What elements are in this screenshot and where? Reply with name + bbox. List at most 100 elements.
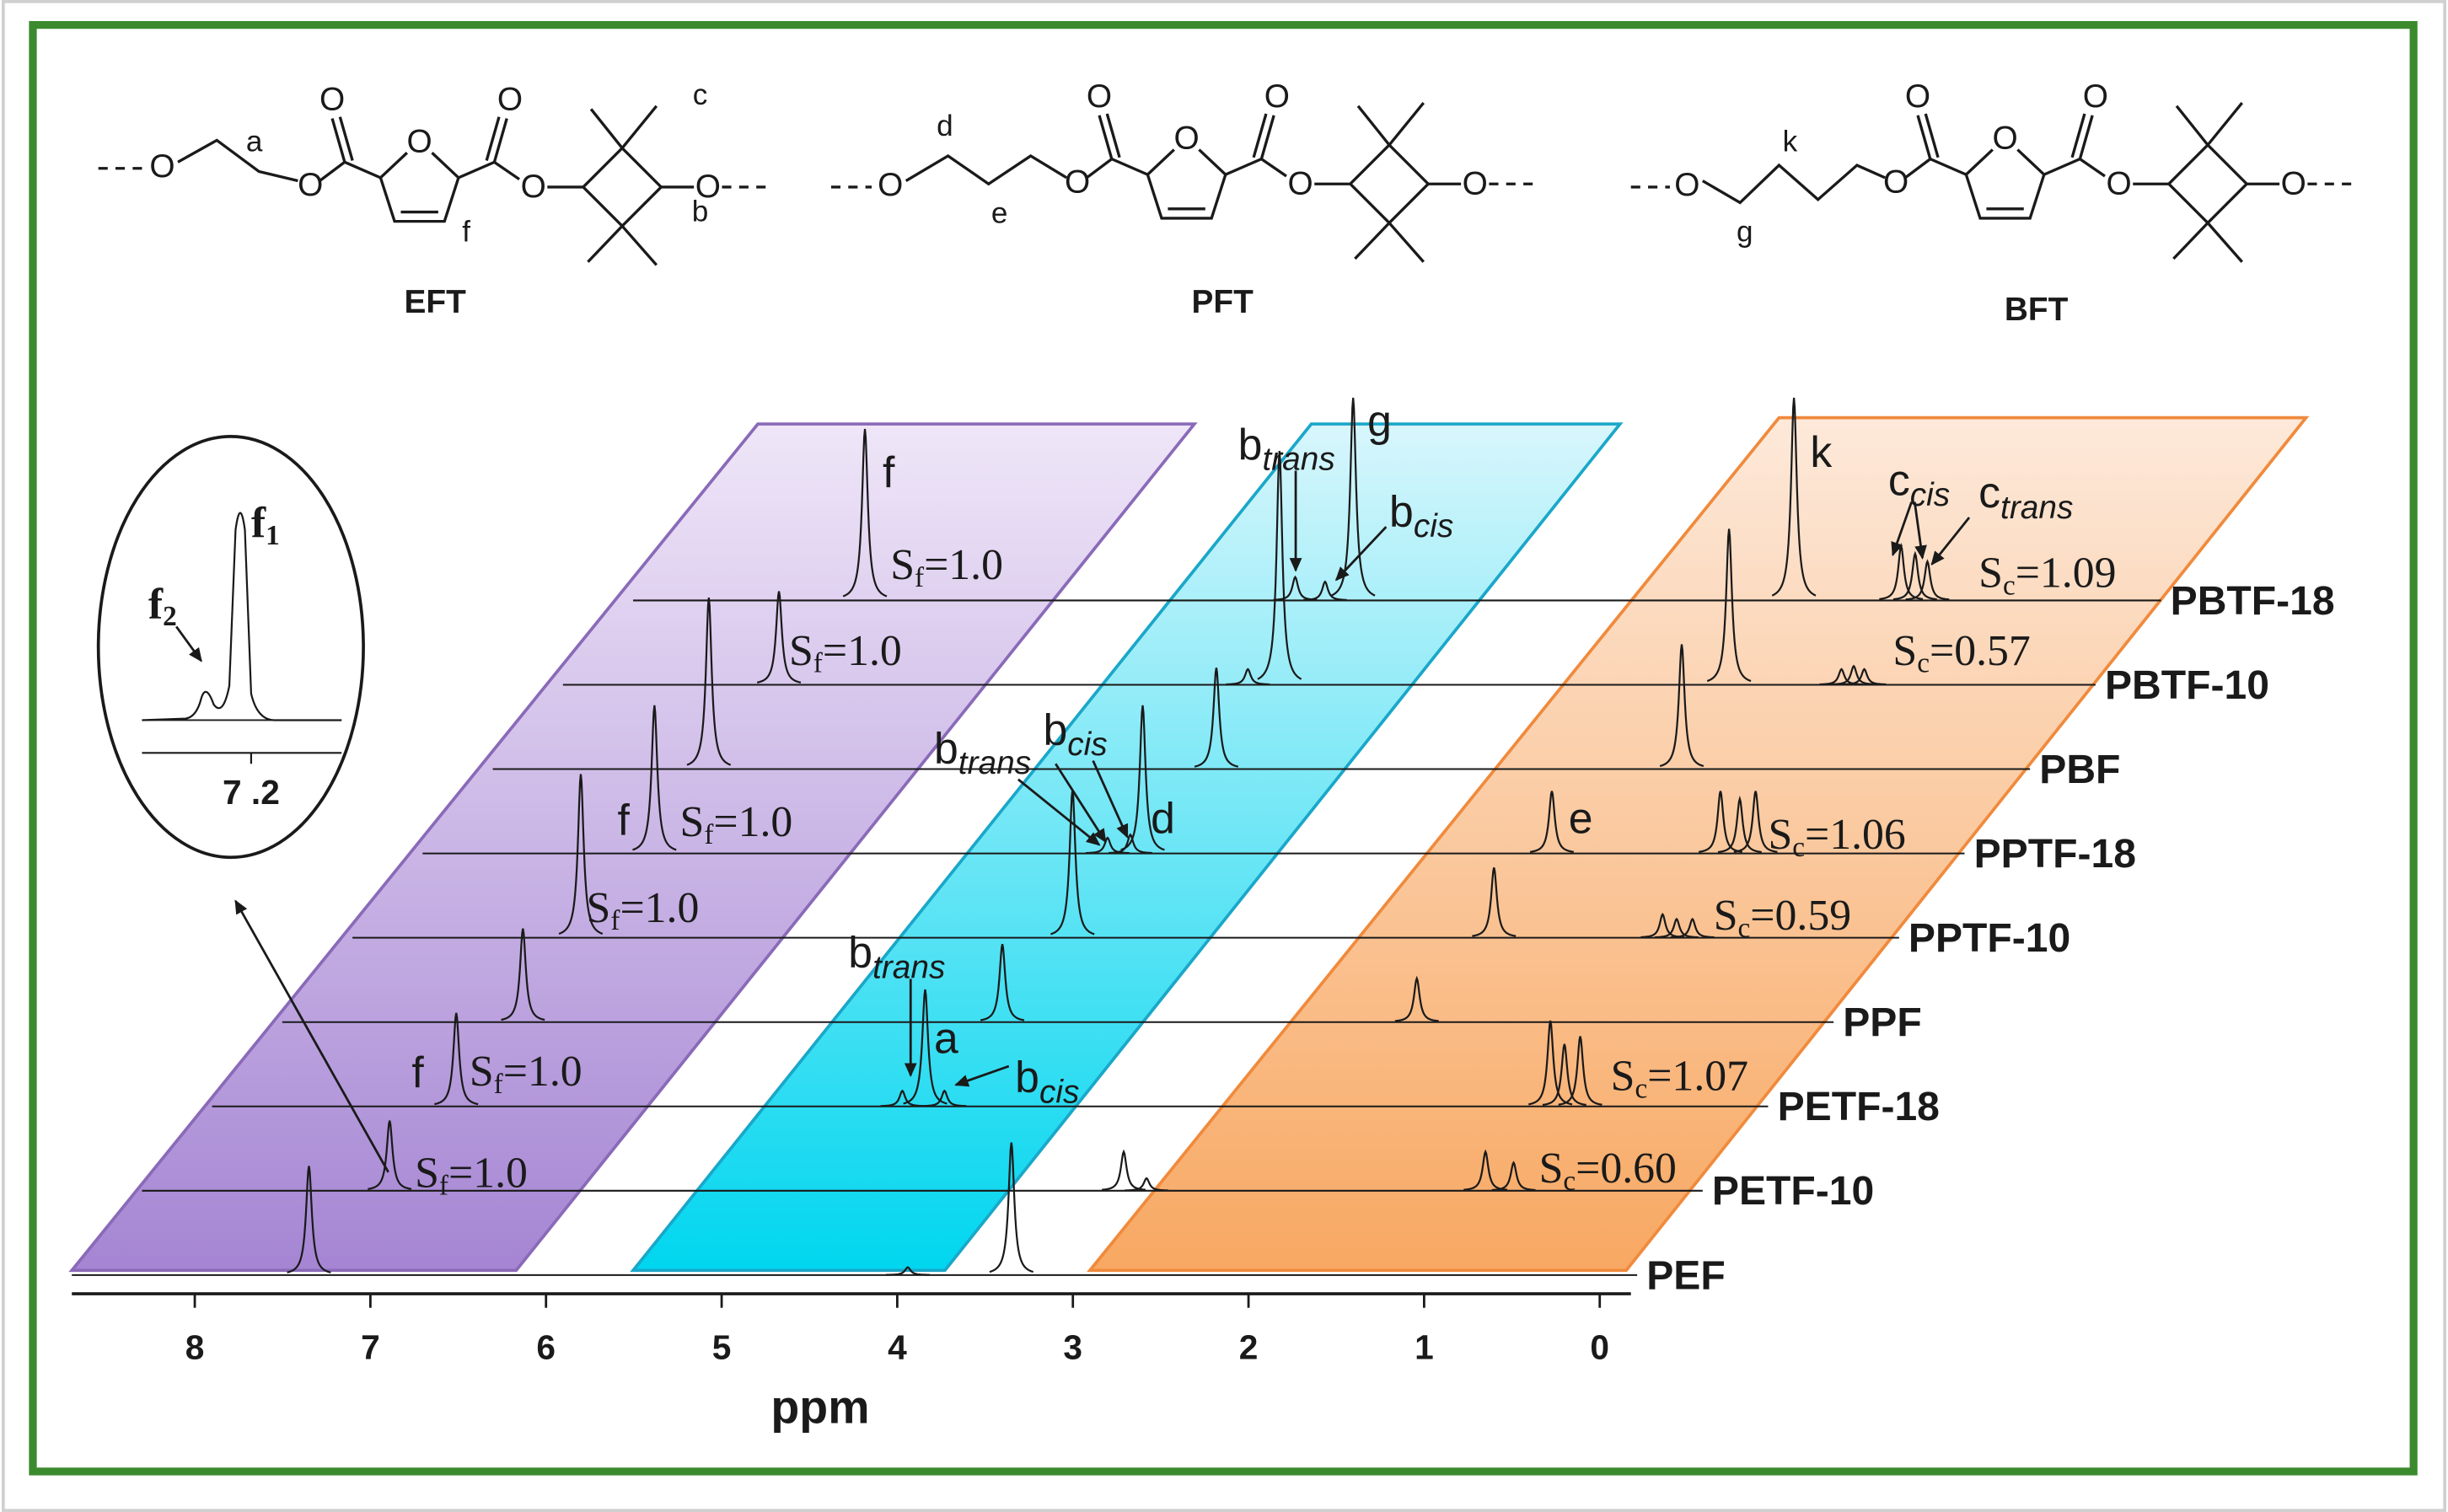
bond (1964, 148, 2046, 220)
annotation: btrans (1238, 419, 1335, 477)
peak (1670, 917, 1715, 939)
inset-label-text: f (148, 580, 164, 628)
annotation-text: S (680, 798, 705, 846)
bond (485, 116, 501, 161)
atom-o: O (319, 81, 345, 117)
annotation-text: S (1892, 627, 1917, 675)
annotation: Sc=1.07 (1611, 1053, 1748, 1105)
inset-label-sub: 2 (163, 601, 177, 632)
annotation-text: S (1611, 1053, 1635, 1101)
atom-o: O (1288, 165, 1313, 201)
atom-o: O (878, 167, 903, 203)
peak (1832, 664, 1876, 686)
annotation: bcis (1043, 705, 1107, 763)
bond (1354, 222, 1391, 260)
bond (1916, 115, 1932, 160)
annotation-text: b (1015, 1052, 1039, 1101)
peak (1226, 668, 1270, 686)
annotation: Sf=1.0 (587, 884, 700, 936)
peak (1257, 450, 1302, 680)
atom-label: c (693, 78, 708, 111)
bond (1924, 113, 1940, 158)
annotation: Sc=0.60 (1539, 1145, 1677, 1197)
bond (2078, 115, 2094, 160)
bond (905, 153, 1068, 186)
bond (1259, 115, 1275, 160)
annotation-sub: trans (1262, 442, 1334, 478)
annotation-sub: f (915, 562, 925, 593)
peak (1302, 580, 1347, 601)
annotation: a (934, 1013, 958, 1062)
annotation-after: =1.06 (1805, 811, 1906, 859)
annotation-text: c (1978, 468, 2000, 517)
atom-label: b (692, 196, 709, 228)
atom-o: O (149, 148, 174, 185)
bond (1146, 148, 1175, 176)
annotation: bcis (1015, 1052, 1079, 1110)
annotation-text: g (1367, 396, 1392, 445)
atom-o: O (521, 169, 546, 205)
annotation-text: e (1569, 793, 1593, 842)
peak (1528, 1020, 1573, 1106)
peak (1085, 836, 1130, 855)
arrow (1334, 526, 1388, 582)
sample-label: PETF-10 (1712, 1168, 1874, 1214)
bond (378, 152, 460, 223)
annotation: Sc=0.57 (1892, 627, 2030, 679)
atom-o: O (1674, 167, 1699, 203)
annotation: Sf=1.0 (890, 541, 1003, 593)
annotation: ccis (1888, 455, 1950, 513)
annotation: Sf=1.0 (470, 1048, 582, 1100)
annotation: Sc=0.59 (1714, 892, 1851, 944)
structure-name: PFT (1191, 284, 1254, 320)
annotation-after: =1.0 (620, 884, 699, 932)
sample-label: PPTF-18 (1974, 831, 2136, 877)
x-tick-label: 5 (712, 1327, 732, 1366)
bond (1105, 113, 1121, 158)
peak (1659, 644, 1704, 768)
annotation: btrans (848, 927, 945, 985)
x-axis-label: ppm (770, 1381, 869, 1433)
structure-name: BFT (2005, 292, 2069, 328)
peak (1905, 559, 1950, 601)
annotation-sub: cis (1067, 727, 1107, 763)
peak (1698, 791, 1742, 853)
inset-tick-label: 7 .2 (223, 773, 280, 812)
annotation-sub: trans (958, 745, 1031, 781)
bond (1146, 148, 1227, 220)
annotation-after: =1.0 (823, 627, 902, 675)
bond (338, 116, 354, 161)
peak (1394, 975, 1439, 1022)
inset-label: f1 (251, 499, 280, 551)
annotation-text: S (890, 541, 915, 589)
bond (1388, 222, 1425, 263)
x-tick-label: 6 (536, 1327, 556, 1366)
bond (1252, 113, 1268, 158)
atom-label: e (991, 197, 1008, 230)
bond (2206, 222, 2243, 263)
atom-o: O (2083, 78, 2108, 115)
x-tick-label: 2 (1239, 1327, 1259, 1366)
arrow (1891, 501, 1913, 557)
annotation-text: b (1238, 419, 1263, 468)
bond (2175, 105, 2209, 147)
peak (558, 774, 604, 936)
sample-label: PPTF-10 (1908, 915, 2070, 961)
annotation-after: =1.09 (2016, 549, 2117, 597)
annotation-sub: cis (1910, 477, 1950, 513)
peak (1194, 668, 1239, 768)
atom-label: g (1737, 216, 1753, 249)
annotation-text: S (1539, 1145, 1564, 1193)
inset-label: f2 (148, 580, 177, 632)
peak (1842, 668, 1887, 686)
arrow (1017, 778, 1101, 846)
peak (1771, 397, 1817, 597)
peak (1706, 528, 1752, 683)
peak (1529, 791, 1574, 853)
peak (1330, 397, 1376, 597)
annotation: Sf=1.0 (415, 1149, 528, 1201)
peak (1109, 833, 1152, 855)
annotation-text: S (789, 627, 813, 675)
annotation: e (1569, 793, 1593, 842)
